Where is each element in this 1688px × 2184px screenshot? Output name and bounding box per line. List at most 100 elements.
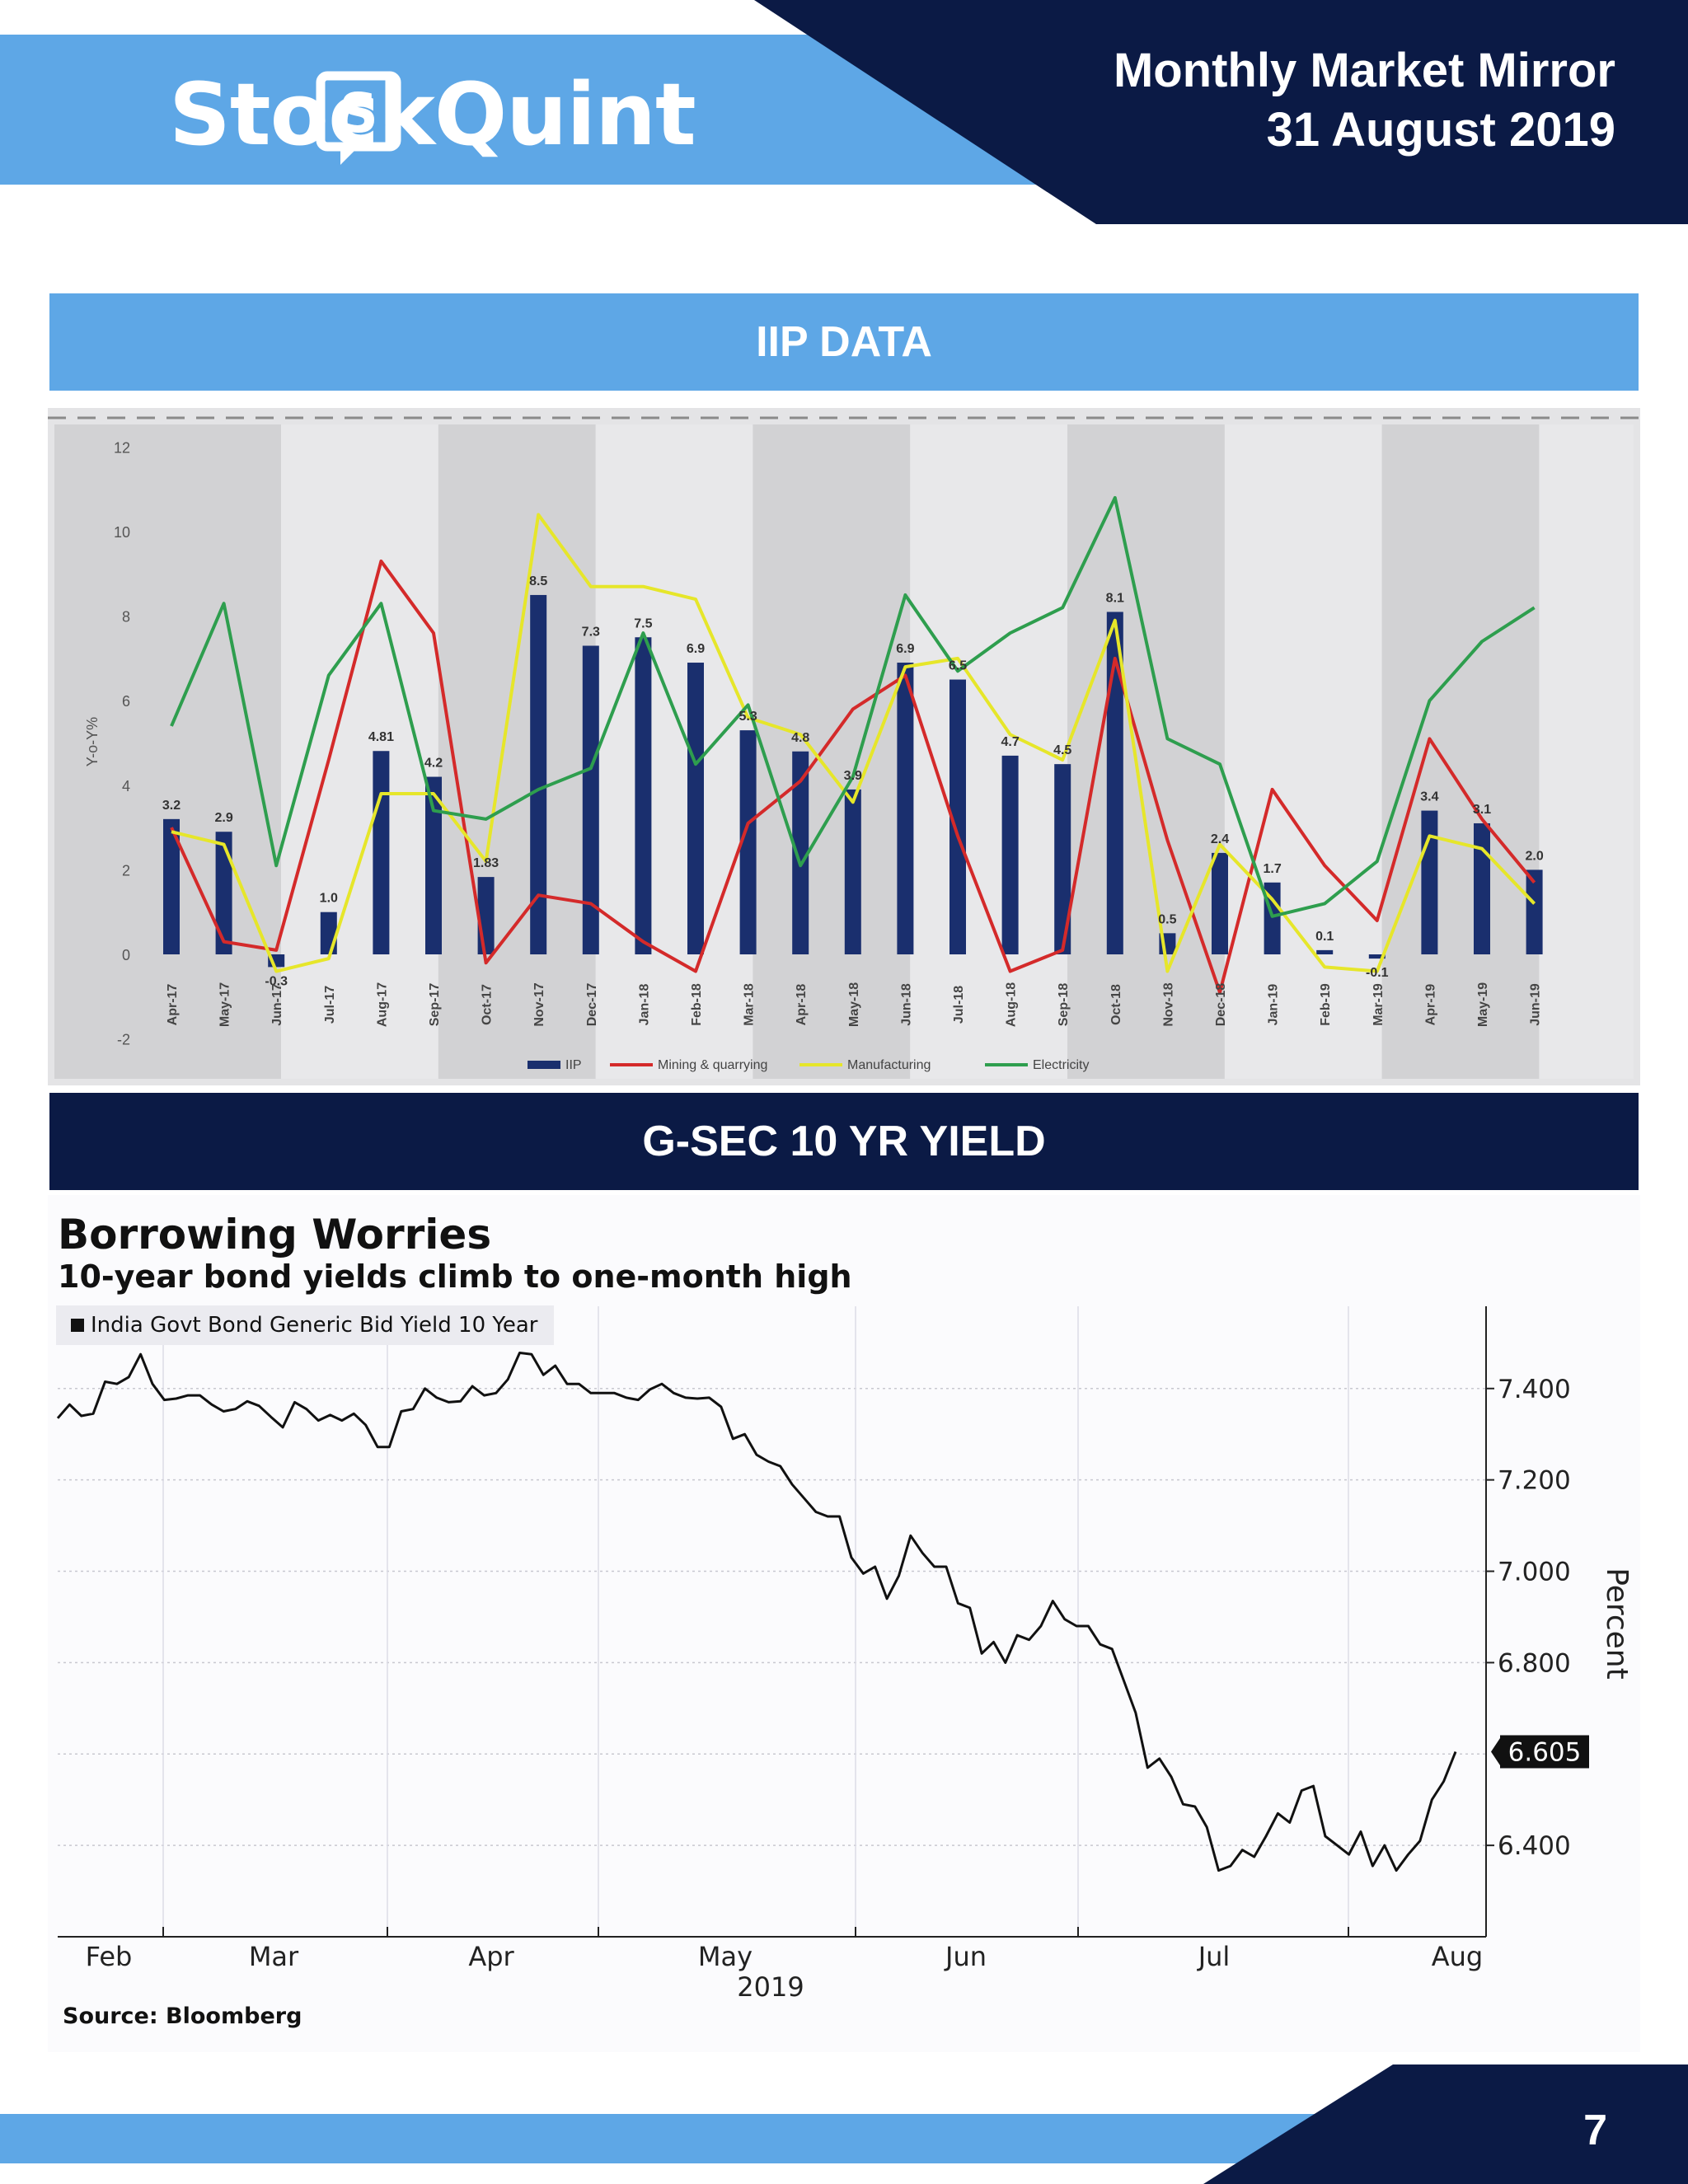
iip-data-label: 8.1	[1106, 591, 1124, 605]
legend-swatch	[528, 1061, 560, 1069]
iip-bar	[582, 645, 599, 954]
iip-data-label: 2.9	[214, 811, 232, 825]
legend-swatch	[71, 1319, 84, 1332]
iip-data-label: 8.5	[529, 574, 547, 588]
y-tick-label: 8	[122, 609, 130, 626]
iip-bar	[635, 637, 652, 954]
iip-bar	[844, 789, 861, 954]
y-tick-label: 7.000	[1498, 1558, 1571, 1587]
iip-data-label: 4.7	[1001, 735, 1019, 749]
iip-data-label: 6.9	[896, 642, 914, 656]
legend-label: IIP	[565, 1058, 582, 1072]
iip-bar	[530, 594, 547, 954]
iip-bar	[215, 832, 232, 954]
x-tick-label: Feb-18	[690, 983, 704, 1026]
x-tick-label: Mar-18	[743, 983, 757, 1026]
legend-label: Mining & quarrying	[658, 1058, 767, 1072]
iip-data-label: 4.81	[368, 730, 394, 744]
y-tick-label: 4	[122, 778, 130, 794]
iip-data-label: 6.9	[687, 642, 705, 656]
iip-data-label: 3.2	[162, 799, 181, 813]
iip-data-label: 3.1	[1473, 803, 1491, 817]
electricity-line	[170, 495, 1536, 918]
iip-bar	[687, 663, 704, 954]
y-tick-label: 7.200	[1498, 1466, 1571, 1496]
x-tick-label: Sep-18	[1057, 983, 1071, 1027]
x-tick-label: Jul-17	[323, 986, 337, 1024]
gsec-section-title: G-SEC 10 YR YIELD	[49, 1093, 1639, 1190]
iip-data-label: 4.5	[1053, 743, 1071, 757]
svg-text:S: S	[339, 82, 378, 145]
x-tick-label: May	[698, 1941, 753, 1972]
iip-data-label: 4.2	[424, 757, 443, 771]
iip-bar	[1526, 869, 1543, 954]
iip-data-label: -0.1	[1366, 966, 1389, 980]
x-tick-label: Jun-17	[270, 983, 284, 1026]
x-tick-label: Jun-19	[1529, 983, 1543, 1026]
x-tick-label: Oct-17	[481, 984, 495, 1025]
legend-label: India Govt Bond Generic Bid Yield 10 Yea…	[91, 1313, 538, 1338]
last-value-pointer	[1491, 1736, 1501, 1767]
y-tick-label: 2	[122, 862, 130, 879]
x-tick-label: Apr-18	[795, 984, 809, 1026]
iip-bar	[897, 663, 914, 954]
iip-bar	[1212, 852, 1228, 954]
iip-bar	[425, 776, 442, 954]
yield-line	[56, 1352, 1457, 1872]
last-value-label: 6.605	[1508, 1737, 1582, 1767]
iip-data-label: 1.7	[1263, 862, 1281, 876]
iip-bar	[1421, 810, 1438, 954]
chart-title: Borrowing Worries	[58, 1211, 491, 1258]
report-title: Monthly Market Mirror	[1113, 44, 1615, 97]
report-date: 31 August 2019	[1266, 103, 1615, 157]
y-tick-label: 6.800	[1498, 1648, 1571, 1678]
x-tick-label: Apr-19	[1423, 984, 1437, 1026]
x-tick-label: Jul-18	[952, 986, 966, 1024]
page-number: 7	[1583, 2107, 1607, 2154]
iip-bar	[1054, 764, 1071, 954]
iip-bar	[739, 730, 757, 954]
stockquint-logo-icon: S	[316, 71, 401, 165]
iip-data-label: 5.3	[738, 710, 757, 724]
iip-data-label: -0.3	[265, 974, 288, 988]
gsec-yield-chart: Borrowing Worries 10-year bond yields cl…	[48, 1195, 1640, 2052]
legend-label: Electricity	[1033, 1058, 1089, 1072]
x-tick-label: Apr	[468, 1941, 514, 1972]
last-value-box	[1500, 1735, 1589, 1769]
brand-name: StockQuint	[169, 64, 696, 165]
iip-bar	[1106, 612, 1123, 954]
iip-bar	[1001, 755, 1019, 954]
iip-bar	[1368, 954, 1386, 959]
x-tick-label: Oct-18	[1109, 984, 1123, 1025]
iip-data-label: 1.0	[320, 892, 338, 906]
x-tick-label: May-18	[847, 982, 861, 1027]
chart-subtitle: 10-year bond yields climb to one-month h…	[58, 1258, 852, 1295]
mining-quarrying-line	[170, 559, 1536, 995]
x-tick-label: May-17	[218, 982, 232, 1027]
chart-source: Source: Bloomberg	[63, 2004, 302, 2029]
x-tick-label: Dec-17	[585, 983, 599, 1027]
x-tick-label: Dec-18	[1214, 983, 1228, 1027]
x-tick-label: Jan-18	[637, 984, 651, 1026]
x-tick-label: Aug	[1432, 1941, 1483, 1972]
x-tick-label: Jun	[944, 1941, 987, 1972]
iip-bar	[320, 912, 337, 954]
iip-data-label: 7.5	[634, 616, 652, 630]
iip-data-label: 3.9	[844, 769, 862, 783]
x-tick-label: Aug-18	[1005, 982, 1019, 1027]
x-tick-label: Sep-17	[428, 983, 442, 1027]
iip-data-label: 7.3	[582, 626, 600, 640]
iip-section-title: IIP DATA	[49, 293, 1639, 391]
iip-bar	[163, 818, 180, 954]
x-tick-label: Nov-18	[1161, 982, 1175, 1026]
y-tick-label: 6.400	[1498, 1831, 1571, 1861]
manufacturing-line	[171, 513, 1536, 973]
x-tick-label: Mar-19	[1372, 983, 1386, 1026]
iip-bar	[477, 877, 495, 954]
header-navy-panel	[754, 0, 1688, 224]
x-tick-label: Apr-17	[166, 984, 180, 1026]
iip-bar	[1474, 823, 1490, 954]
footer-band	[0, 2064, 1688, 2184]
iip-data-label: 3.4	[1420, 790, 1438, 804]
x-tick-label: May-19	[1476, 982, 1490, 1027]
